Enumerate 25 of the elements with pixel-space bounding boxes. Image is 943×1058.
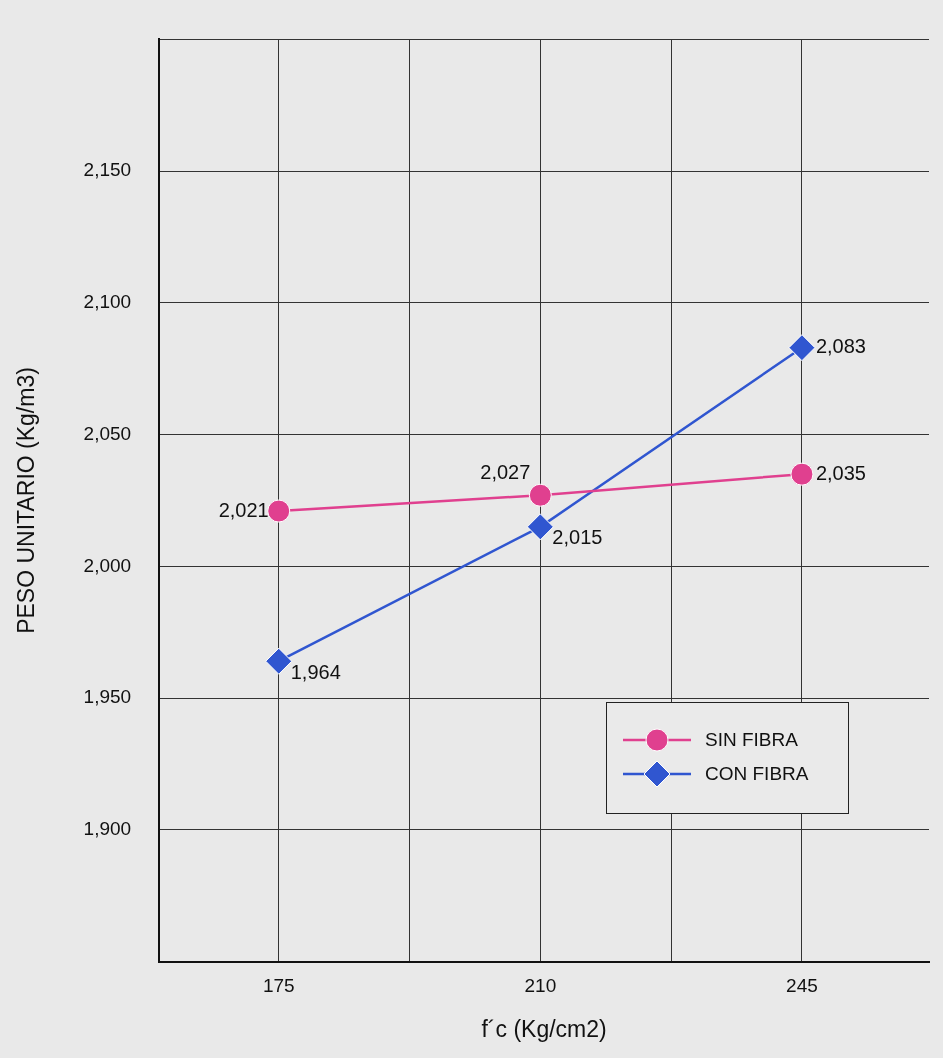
data-label: 2,035 (815, 461, 866, 484)
x-axis-title: f´c (Kg/cm2) (481, 1015, 607, 1042)
legend-label: SIN FIBRA (705, 728, 798, 751)
y-tick-label: 2,050 (83, 422, 132, 444)
y-axis-title: PESO UNITARIO (Kg/m3) (13, 367, 40, 634)
point (267, 499, 291, 523)
x-tick-label: 175 (262, 975, 295, 997)
y-tick-label: 1,950 (83, 686, 132, 708)
x-tick-label: 245 (786, 975, 818, 997)
point (528, 483, 552, 507)
y-tick-label: 2,150 (83, 159, 132, 181)
y-tick-label: 1,900 (83, 818, 132, 840)
point (265, 647, 293, 675)
point (790, 462, 814, 486)
data-label: 2,027 (480, 460, 531, 483)
x-tick-label: 210 (524, 975, 557, 997)
y-tick-label: 2,100 (83, 291, 132, 313)
data-label: 2,015 (552, 526, 603, 549)
point (526, 513, 554, 541)
data-label: 2,083 (815, 335, 866, 358)
data-label: 2,021 (218, 498, 269, 521)
legend-label: CON FIBRA (705, 762, 809, 785)
point (788, 334, 816, 362)
y-tick-label: 2,000 (83, 554, 132, 576)
data-label: 1,964 (290, 660, 341, 683)
